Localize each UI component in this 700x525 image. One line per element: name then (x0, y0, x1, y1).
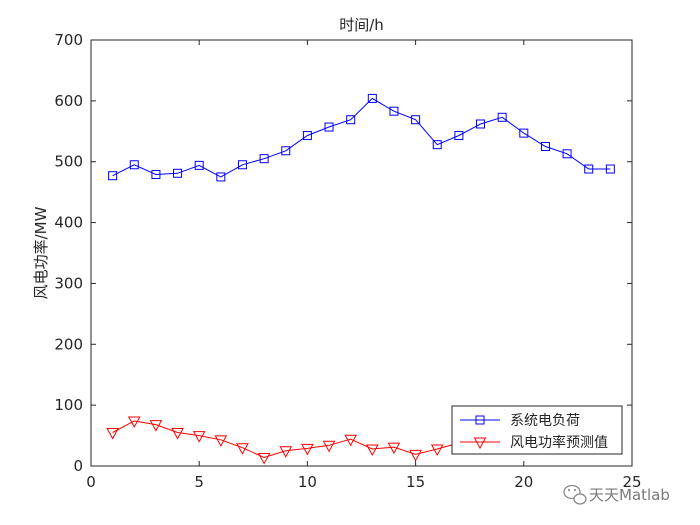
legend-marker (473, 437, 487, 450)
series-2-point (171, 428, 184, 440)
plot-background (91, 40, 632, 466)
series-2-point (192, 431, 206, 443)
y-tick-label: 400 (54, 214, 83, 232)
legend-label: 系统电负荷 (510, 413, 580, 429)
series-1-point (540, 142, 550, 151)
x-tick-label: 20 (514, 473, 533, 491)
watermark-text: 天天Matlab (589, 486, 670, 504)
y-axis-title: 风电功率/MW (32, 206, 50, 299)
y-tick-label: 600 (54, 92, 83, 110)
series-2-point (279, 446, 293, 458)
series-2-point (387, 442, 401, 455)
x-tick-label: 25 (622, 473, 641, 491)
series-1-point (605, 164, 615, 174)
series-2-point (322, 440, 336, 453)
series-1-point (584, 164, 594, 174)
series-1-point (389, 106, 399, 116)
series-2-point (301, 443, 314, 456)
plot-area (91, 40, 632, 466)
series-1-point (151, 169, 161, 179)
series-1-point (411, 115, 421, 125)
series-1-point (129, 160, 139, 170)
y-tick-label: 100 (54, 396, 83, 414)
series-1-point (324, 122, 334, 132)
x-tick-label: 0 (86, 473, 96, 491)
series-2-point (149, 420, 163, 432)
y-tick-label: 200 (54, 335, 83, 353)
series-2-point (106, 428, 119, 440)
y-tick-label: 0 (73, 457, 83, 475)
series-1-point (562, 149, 572, 159)
series-1-point (259, 154, 269, 164)
series-2-point (257, 452, 271, 465)
series-2-point (344, 434, 358, 447)
series-2-point (214, 435, 228, 447)
series-1-point (476, 119, 486, 129)
y-tick-label: 500 (54, 153, 83, 171)
legend-marker (475, 415, 485, 425)
series-2-point (365, 444, 379, 456)
series-1-point (432, 140, 442, 150)
series-1-point (216, 172, 226, 182)
series-1-point (497, 112, 507, 122)
series-1-point (346, 115, 356, 125)
series-2-point (430, 444, 444, 456)
series-1-point (173, 168, 183, 178)
series-1-point (519, 128, 529, 138)
x-tick-label: 10 (298, 473, 317, 491)
wechat-icon (563, 484, 587, 505)
series-1-point (302, 131, 312, 141)
series-1-point (108, 171, 118, 181)
series-2-point (127, 416, 141, 429)
legend-box (451, 405, 623, 455)
series-1-point (237, 160, 247, 170)
series-1-point (281, 146, 291, 156)
series-2-point (236, 443, 249, 455)
legend-label: 风电功率预测值 (510, 434, 608, 451)
axes: 0 5 10 15 20 25 0 100 200 300 400 500 600 700 (54, 31, 641, 491)
watermark: 天天Matlab (563, 484, 670, 505)
y-tick-label: 700 (54, 31, 83, 49)
x-tick-label: 5 (194, 473, 204, 491)
series-1-point (454, 131, 464, 141)
series-2-point (409, 449, 422, 462)
x-axis-title: 时间/h (339, 16, 384, 34)
y-tick-label: 300 (54, 274, 83, 292)
series-1-point (194, 160, 204, 170)
x-tick-label: 15 (406, 473, 425, 491)
series-1-point (367, 93, 377, 103)
axes-box (90, 39, 633, 467)
